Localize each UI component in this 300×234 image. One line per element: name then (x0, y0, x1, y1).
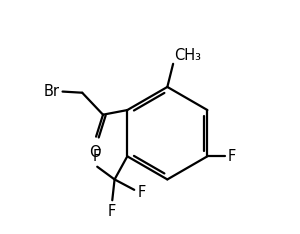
Text: Br: Br (44, 84, 60, 99)
Text: O: O (89, 146, 101, 161)
Text: F: F (227, 149, 236, 164)
Text: F: F (92, 149, 101, 164)
Text: CH₃: CH₃ (174, 48, 201, 63)
Text: F: F (137, 185, 146, 200)
Text: F: F (108, 204, 116, 219)
